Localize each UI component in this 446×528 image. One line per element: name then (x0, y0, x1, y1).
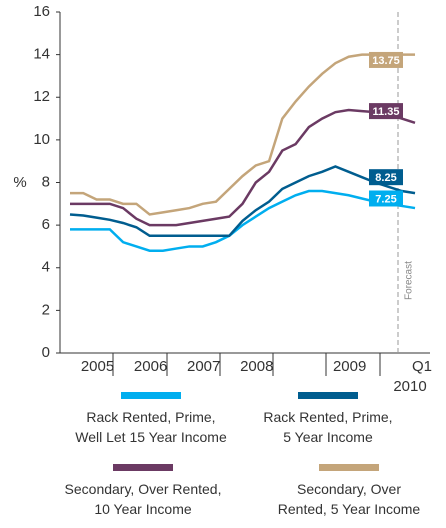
y-tick-label: 6 (42, 216, 50, 233)
legend-swatch (113, 464, 173, 471)
y-tick-label: 12 (33, 88, 50, 105)
legend-swatch (298, 392, 358, 399)
y-tick-label: 14 (33, 46, 50, 63)
annotation-label: 8.25 (375, 172, 396, 184)
legend-item: Rack Rented, Prime, 5 Year Income (260, 392, 396, 447)
legend-label: Secondary, Over Rented, 10 Year Income (64, 481, 222, 517)
annotation-box (369, 169, 403, 186)
legend-swatch (319, 464, 379, 471)
x-tick-label: 2008 (240, 358, 273, 375)
x-tick-label: 2006 (134, 358, 167, 375)
annotation-box (369, 190, 403, 207)
legend-item: Rack Rented, Prime, Well Let 15 Year Inc… (72, 392, 230, 447)
y-tick-label: 0 (42, 344, 50, 361)
chart: % Forecast 0 2 4 6 8 10 12 14 16 2005 2006 2007 2008… (13, 3, 432, 392)
legend-label: Secondary, Over Rented, 5 Year Income (277, 481, 421, 517)
y-tick-label: 10 (33, 131, 50, 148)
y-tick-label: 2 (42, 301, 50, 318)
series-line (69, 165, 416, 238)
y-tick-label: 4 (42, 259, 50, 276)
x-tick-label: 2009 (333, 358, 366, 375)
legend-item: Secondary, Over Rented, 5 Year Income (276, 464, 422, 519)
series-line (70, 108, 416, 227)
series-line (70, 53, 416, 216)
y-tick-label: 16 (33, 3, 50, 20)
x-tick-label: 2007 (187, 358, 220, 375)
annotation-label: 11.35 (373, 106, 400, 118)
legend-label: Rack Rented, Prime, 5 Year Income (263, 409, 393, 445)
legend: Rack Rented, Prime, Well Let 15 Year Inc… (0, 392, 446, 528)
legend-swatch (121, 392, 181, 399)
annotation-label: 13.75 (372, 55, 400, 67)
legend-label: Rack Rented, Prime, Well Let 15 Year Inc… (75, 409, 227, 445)
annotation-box (369, 51, 403, 68)
y-tick-label: 8 (42, 173, 50, 190)
x-tick-label: Q1 2010 (393, 358, 432, 392)
annotation-label: 7.25 (375, 193, 396, 205)
y-axis-label: % (13, 174, 26, 191)
series-line (70, 189, 416, 252)
forecast-label: Forecast (404, 261, 415, 300)
legend-item: Secondary, Over Rented, 10 Year Income (58, 464, 228, 519)
annotation-box (369, 103, 403, 120)
x-tick-label: 2005 (81, 358, 114, 375)
